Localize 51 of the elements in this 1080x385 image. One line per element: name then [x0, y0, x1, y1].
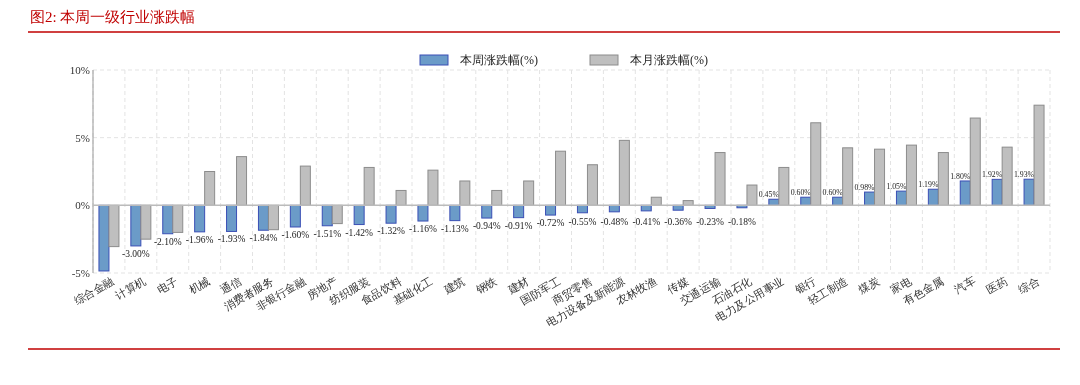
bar	[513, 204, 525, 219]
data-label: -1.93%	[217, 234, 246, 245]
data-label: -0.94%	[472, 221, 501, 232]
x-tick-label: 钢铁	[472, 274, 499, 297]
bar	[545, 204, 557, 216]
bar	[895, 190, 907, 206]
y-tick-label: 0%	[75, 199, 90, 212]
bar	[130, 204, 142, 247]
x-tick-label: 医药	[984, 274, 1010, 296]
data-label: -0.72%	[536, 218, 565, 229]
bar	[98, 204, 110, 272]
bar	[481, 204, 493, 219]
x-tick-label: 煤炭	[856, 274, 882, 296]
data-label: -2.10%	[153, 236, 182, 247]
data-label: -1.84%	[249, 233, 278, 244]
data-label: -3.00%	[122, 248, 150, 259]
legend-label: 本周涨跌幅(%)	[460, 53, 538, 67]
bar	[226, 204, 238, 232]
bar	[864, 191, 876, 206]
data-label: -1.60%	[281, 229, 310, 240]
y-tick-label: 10%	[69, 64, 90, 76]
data-label: -0.41%	[632, 217, 661, 228]
data-label: -1.32%	[377, 226, 405, 237]
y-tick-label: -5%	[71, 267, 90, 279]
x-tick-label: 综合	[1016, 274, 1042, 296]
x-tick-label: 机械	[186, 274, 212, 296]
y-tick-label: 5%	[75, 131, 90, 144]
data-label: -0.91%	[504, 220, 533, 231]
bar	[385, 204, 397, 224]
bar	[449, 204, 461, 222]
bar	[353, 204, 365, 226]
bar	[959, 180, 971, 206]
data-label: -0.23%	[696, 217, 724, 228]
bar	[640, 204, 652, 212]
data-label: -0.18%	[728, 217, 756, 228]
data-label: -1.96%	[185, 234, 214, 245]
data-label: -1.51%	[313, 228, 342, 239]
x-tick-label: 汽车	[952, 274, 978, 296]
bar	[289, 204, 301, 228]
data-label: -1.16%	[409, 224, 437, 235]
x-tick-label: 电子	[154, 274, 180, 296]
data-label: -0.48%	[600, 217, 629, 228]
data-label: -1.42%	[345, 227, 374, 238]
chart-title: 图2: 本周一级行业涨跌幅	[30, 9, 196, 25]
legend-label: 本月涨跌幅(%)	[630, 53, 708, 67]
x-tick-label: 建筑	[440, 274, 467, 297]
bar	[194, 204, 206, 233]
bar	[417, 204, 429, 222]
data-label: -0.55%	[568, 217, 597, 228]
data-label: -1.13%	[441, 223, 469, 234]
data-label: -0.36%	[664, 217, 693, 228]
